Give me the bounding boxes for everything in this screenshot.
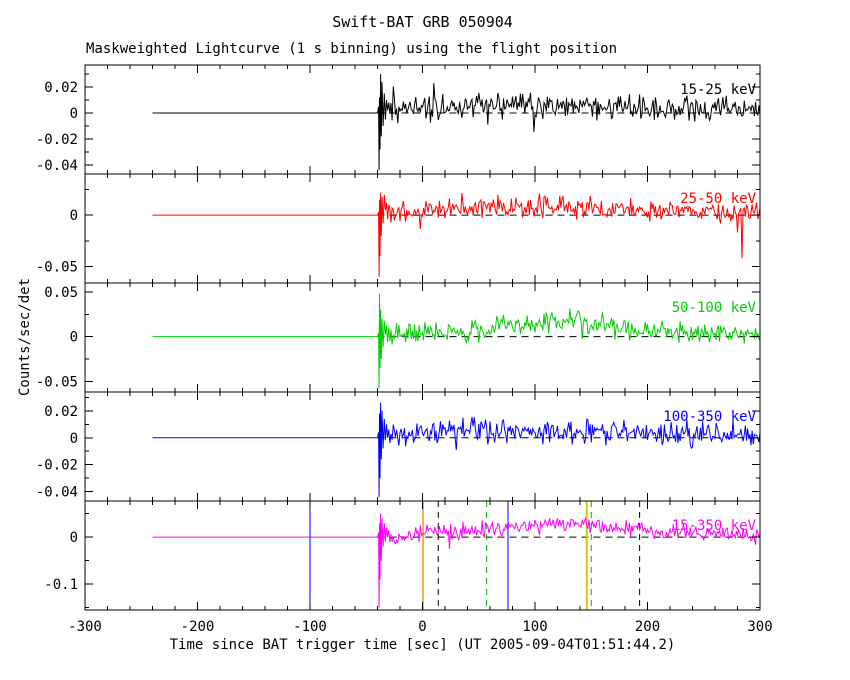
x-tick-label: -100 (293, 619, 327, 635)
energy-band-label-15-25: 15-25 keV (680, 82, 756, 98)
y-tick-label: 0 (70, 106, 78, 122)
panel-3-data (152, 402, 760, 498)
panel-3-ticks (84, 392, 761, 501)
x-tick-label: 200 (635, 619, 660, 635)
panel-0-data (152, 74, 760, 171)
panel-0-frame (84, 64, 761, 175)
y-tick-label: 0 (70, 530, 78, 546)
y-tick-label: 0.02 (44, 80, 78, 96)
y-tick-label: 0 (70, 431, 78, 447)
x-tick-label: -300 (68, 619, 102, 635)
panel-2-ticks (84, 283, 761, 392)
y-axis-label: Counts/sec/det (17, 277, 33, 396)
panel-2-data (152, 293, 760, 389)
y-tick-label: -0.02 (36, 458, 78, 474)
energy-band-label-15-350: 15-350 keV (671, 518, 756, 534)
panel-1-ticks (84, 174, 761, 283)
x-tick-label: 100 (522, 619, 547, 635)
y-tick-label: -0.05 (36, 374, 78, 390)
x-tick-label: -200 (181, 619, 215, 635)
panel-4-lightcurve (377, 513, 760, 608)
y-tick-label: -0.05 (36, 260, 78, 276)
panel-0-lightcurve (377, 74, 760, 171)
panel-1-data (152, 192, 760, 277)
panel-2-lightcurve (377, 293, 760, 389)
y-tick-label: -0.02 (36, 132, 78, 148)
y-tick-label: 0 (70, 208, 78, 224)
y-tick-label: 0.05 (44, 285, 78, 301)
x-tick-label: 300 (747, 619, 772, 635)
y-tick-label: -0.04 (36, 158, 78, 174)
energy-band-label-50-100: 50-100 keV (671, 300, 756, 316)
panel-2-frame (84, 282, 761, 393)
chart-title: Swift-BAT GRB 050904 (332, 13, 513, 31)
panel-4-data (152, 501, 760, 610)
y-tick-label: 0.02 (44, 404, 78, 420)
y-tick-label: -0.1 (44, 577, 78, 593)
panel-1-frame (84, 173, 761, 284)
energy-band-label-25-50: 25-50 keV (680, 191, 756, 207)
x-axis-label: Time since BAT trigger time [sec] (UT 20… (169, 637, 676, 653)
panel-4-ticks (84, 501, 761, 610)
y-tick-label: 0 (70, 330, 78, 346)
energy-band-label-100-350: 100-350 keV (663, 409, 756, 425)
panel-3-frame (84, 391, 761, 502)
x-tick-label: 0 (418, 619, 426, 635)
y-tick-label: -0.04 (36, 485, 78, 501)
panel-0-ticks (84, 65, 761, 174)
panel-3-lightcurve (377, 402, 760, 498)
panel-1-lightcurve (377, 192, 760, 277)
chart-subtitle: Maskweighted Lightcurve (1 s binning) us… (86, 41, 618, 57)
